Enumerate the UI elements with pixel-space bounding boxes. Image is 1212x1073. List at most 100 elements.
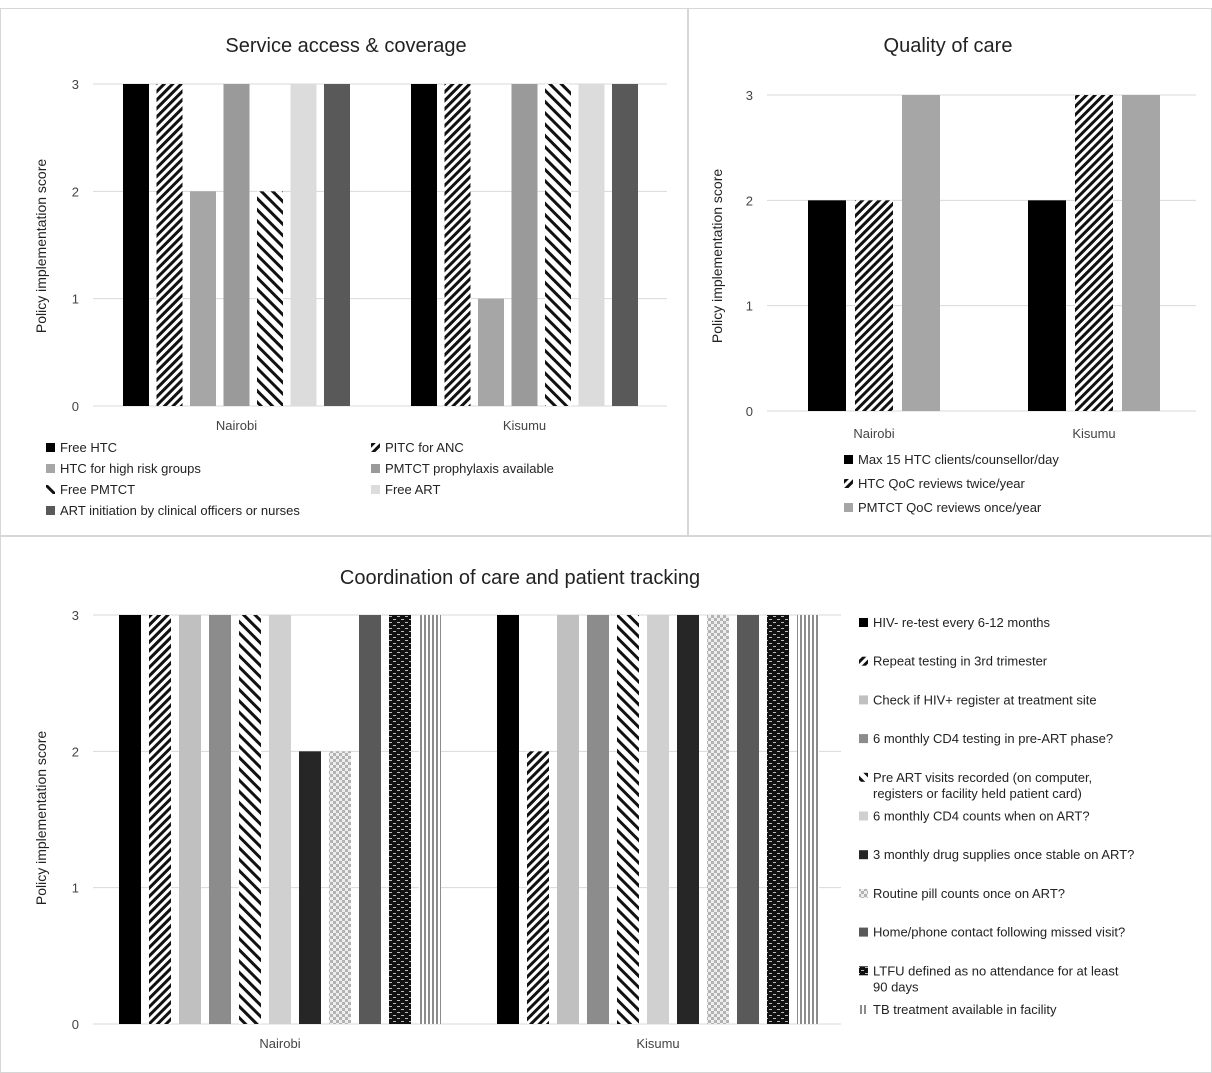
quality-of-care-title: Quality of care xyxy=(884,35,1013,57)
chart2-bar xyxy=(1028,200,1066,411)
chart1-bar xyxy=(190,191,216,406)
chart3-legend-swatch xyxy=(859,618,868,627)
chart1-bar xyxy=(612,84,638,406)
coordination-ylabel: Policy implementation score xyxy=(33,731,49,906)
chart3-bar xyxy=(737,615,759,1024)
chart1-x-category-label: Kisumu xyxy=(503,418,546,433)
chart3-y-tick-label: 1 xyxy=(72,881,79,896)
chart3-legend-label: 6 monthly CD4 testing in pre-ART phase? xyxy=(873,731,1113,746)
chart3-legend-label: Home/phone contact following missed visi… xyxy=(873,925,1125,940)
chart1-y-tick-label: 2 xyxy=(72,184,79,199)
chart3-legend-swatch xyxy=(859,966,868,976)
chart3-legend-swatch xyxy=(859,1005,868,1014)
chart3-bar xyxy=(617,615,639,1024)
chart3-bar xyxy=(527,751,549,1024)
chart1-bar xyxy=(478,298,504,406)
chart3-bar xyxy=(419,615,441,1024)
chart3-bar xyxy=(359,615,381,1024)
chart2-y-tick-label: 3 xyxy=(746,88,753,103)
chart3-legend-label: Routine pill counts once on ART? xyxy=(873,886,1065,901)
coordination-title: Coordination of care and patient trackin… xyxy=(340,567,700,589)
chart1-bar xyxy=(578,84,605,406)
chart1-legend-swatch xyxy=(46,443,55,452)
chart1-bar xyxy=(123,84,149,406)
chart1-legend-swatch xyxy=(46,464,55,473)
chart1-legend-label: Free PMTCT xyxy=(60,482,135,497)
chart2-legend-label: Max 15 HTC clients/counsellor/day xyxy=(858,452,1059,467)
chart1-legend-swatch xyxy=(46,506,55,515)
chart2-y-tick-label: 1 xyxy=(746,299,753,314)
chart3-bar xyxy=(767,615,789,1024)
chart3-bar xyxy=(149,615,171,1024)
chart3-legend-label: HIV- re-test every 6-12 months xyxy=(873,615,1051,630)
chart1-y-tick-label: 1 xyxy=(72,292,79,307)
chart1-legend-label: Free HTC xyxy=(60,440,117,455)
chart3-x-category-label: Kisumu xyxy=(636,1036,679,1051)
chart3-bar xyxy=(119,615,141,1024)
chart2-bar xyxy=(902,95,940,411)
chart3-legend-swatch xyxy=(859,811,868,821)
chart3-legend-swatch xyxy=(859,772,868,782)
chart1-bar xyxy=(444,84,471,406)
chart2-y-tick-label: 0 xyxy=(746,404,753,419)
chart3-bar xyxy=(677,615,699,1024)
chart1-bar xyxy=(324,84,350,406)
chart3-bar xyxy=(647,615,669,1024)
chart3-bar xyxy=(389,615,411,1024)
chart3-bar xyxy=(239,615,261,1024)
chart1-legend-label: PITC for ANC xyxy=(385,440,464,455)
chart3-legend-swatch xyxy=(859,927,868,937)
service-access-ylabel: Policy implementation score xyxy=(33,159,49,334)
chart1-legend-swatch xyxy=(371,443,380,452)
chart3-legend-swatch xyxy=(859,695,868,705)
chart2-x-category-label: Nairobi xyxy=(853,426,894,441)
chart2-bar xyxy=(808,200,846,411)
chart1-bar xyxy=(257,191,283,406)
chart3-bar xyxy=(329,751,351,1024)
chart1-bar xyxy=(511,84,538,406)
chart1-bar xyxy=(290,84,317,406)
chart1-bar xyxy=(545,84,571,406)
chart3-legend-label: TB treatment available in facility xyxy=(873,1002,1057,1017)
chart1-legend-swatch xyxy=(371,464,380,473)
chart3-bar xyxy=(557,615,579,1024)
chart1-legend-label: ART initiation by clinical officers or n… xyxy=(60,503,300,518)
chart1-x-category-label: Nairobi xyxy=(216,418,257,433)
chart1-legend-label: PMTCT prophylaxis available xyxy=(385,461,554,476)
chart3-bar xyxy=(209,615,231,1024)
chart1-y-tick-label: 0 xyxy=(72,399,79,414)
chart3-bar xyxy=(497,615,519,1024)
chart3-legend-label: 3 monthly drug supplies once stable on A… xyxy=(873,847,1134,862)
chart1-legend-swatch xyxy=(46,485,55,494)
chart1-bar xyxy=(223,84,250,406)
chart2-legend-swatch xyxy=(844,455,853,464)
chart3-bar xyxy=(299,751,321,1024)
chart3-bar xyxy=(179,615,201,1024)
chart1-legend-label: Free ART xyxy=(385,482,440,497)
chart1-y-tick-label: 3 xyxy=(72,77,79,92)
chart3-legend-swatch xyxy=(859,734,868,744)
chart3-legend-label: Repeat testing in 3rd trimester xyxy=(873,654,1048,669)
chart1-legend-swatch xyxy=(371,485,380,494)
chart2-bar xyxy=(1075,95,1113,411)
chart3-legend-label: Check if HIV+ register at treatment site xyxy=(873,692,1097,707)
chart2-bar xyxy=(855,200,893,411)
chart2-legend-swatch xyxy=(844,503,853,512)
chart3-bar xyxy=(707,615,729,1024)
chart2-legend-swatch xyxy=(844,479,853,488)
chart3-legend-label: LTFU defined as no attendance for at lea… xyxy=(873,963,1119,994)
chart1-legend-label: HTC for high risk groups xyxy=(60,461,201,476)
chart3-y-tick-label: 0 xyxy=(72,1017,79,1032)
quality-of-care-ylabel: Policy implementation score xyxy=(709,169,725,344)
chart1-bar xyxy=(411,84,437,406)
chart3-y-tick-label: 2 xyxy=(72,744,79,759)
chart3-bar xyxy=(797,615,819,1024)
chart3-bar xyxy=(269,615,291,1024)
chart2-legend-label: HTC QoC reviews twice/year xyxy=(858,476,1026,491)
chart1-bar xyxy=(156,84,183,406)
chart3-legend-swatch xyxy=(859,656,868,666)
chart2-bar xyxy=(1122,95,1160,411)
chart3-bar xyxy=(587,615,609,1024)
chart3-y-tick-label: 3 xyxy=(72,608,79,623)
